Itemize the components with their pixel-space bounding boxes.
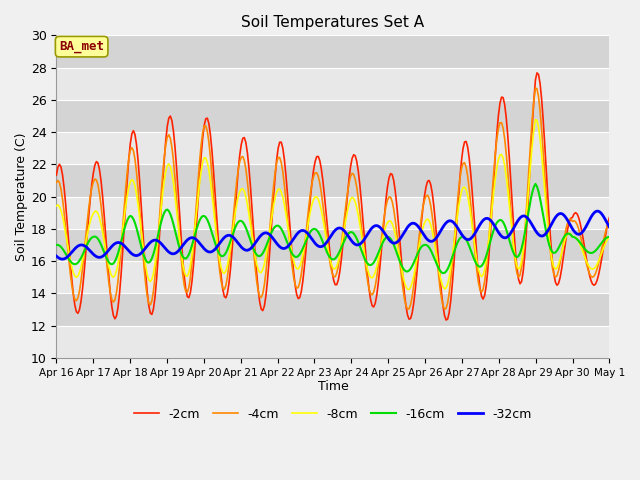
Y-axis label: Soil Temperature (C): Soil Temperature (C) <box>15 132 28 261</box>
Bar <box>56 164 609 197</box>
Bar <box>56 197 609 229</box>
Bar <box>56 261 609 293</box>
Bar <box>56 68 609 100</box>
Legend: -2cm, -4cm, -8cm, -16cm, -32cm: -2cm, -4cm, -8cm, -16cm, -32cm <box>129 403 537 426</box>
Bar <box>56 36 609 68</box>
Bar <box>56 132 609 164</box>
Bar <box>56 100 609 132</box>
Bar <box>56 293 609 325</box>
Title: Soil Temperatures Set A: Soil Temperatures Set A <box>241 15 424 30</box>
Text: BA_met: BA_met <box>59 40 104 53</box>
X-axis label: Time: Time <box>317 380 348 393</box>
Bar <box>56 229 609 261</box>
Bar <box>56 325 609 358</box>
